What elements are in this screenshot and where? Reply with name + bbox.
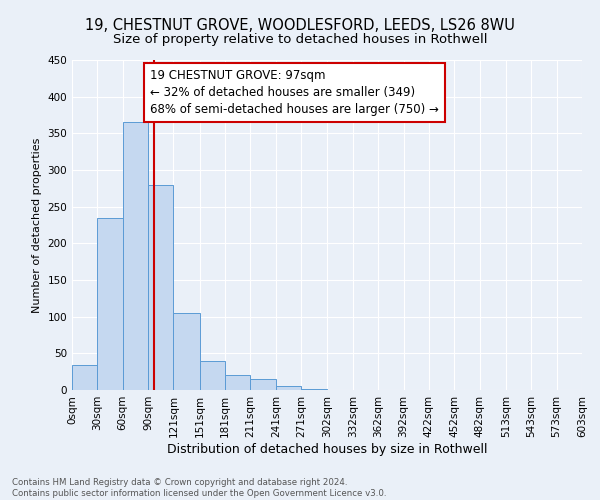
Bar [97, 218, 123, 390]
Y-axis label: Number of detached properties: Number of detached properties [32, 138, 42, 312]
Bar [173, 313, 200, 390]
Bar [200, 360, 225, 390]
X-axis label: Distribution of detached houses by size in Rothwell: Distribution of detached houses by size … [167, 442, 487, 456]
Bar [225, 376, 250, 390]
Bar [276, 386, 301, 390]
Text: 19, CHESTNUT GROVE, WOODLESFORD, LEEDS, LS26 8WU: 19, CHESTNUT GROVE, WOODLESFORD, LEEDS, … [85, 18, 515, 32]
Text: Size of property relative to detached houses in Rothwell: Size of property relative to detached ho… [113, 32, 487, 46]
Text: 19 CHESTNUT GROVE: 97sqm
← 32% of detached houses are smaller (349)
68% of semi-: 19 CHESTNUT GROVE: 97sqm ← 32% of detach… [150, 69, 439, 116]
Bar [123, 122, 148, 390]
Bar [148, 184, 173, 390]
Bar [72, 365, 97, 390]
Bar [250, 379, 276, 390]
Text: Contains HM Land Registry data © Crown copyright and database right 2024.
Contai: Contains HM Land Registry data © Crown c… [12, 478, 386, 498]
